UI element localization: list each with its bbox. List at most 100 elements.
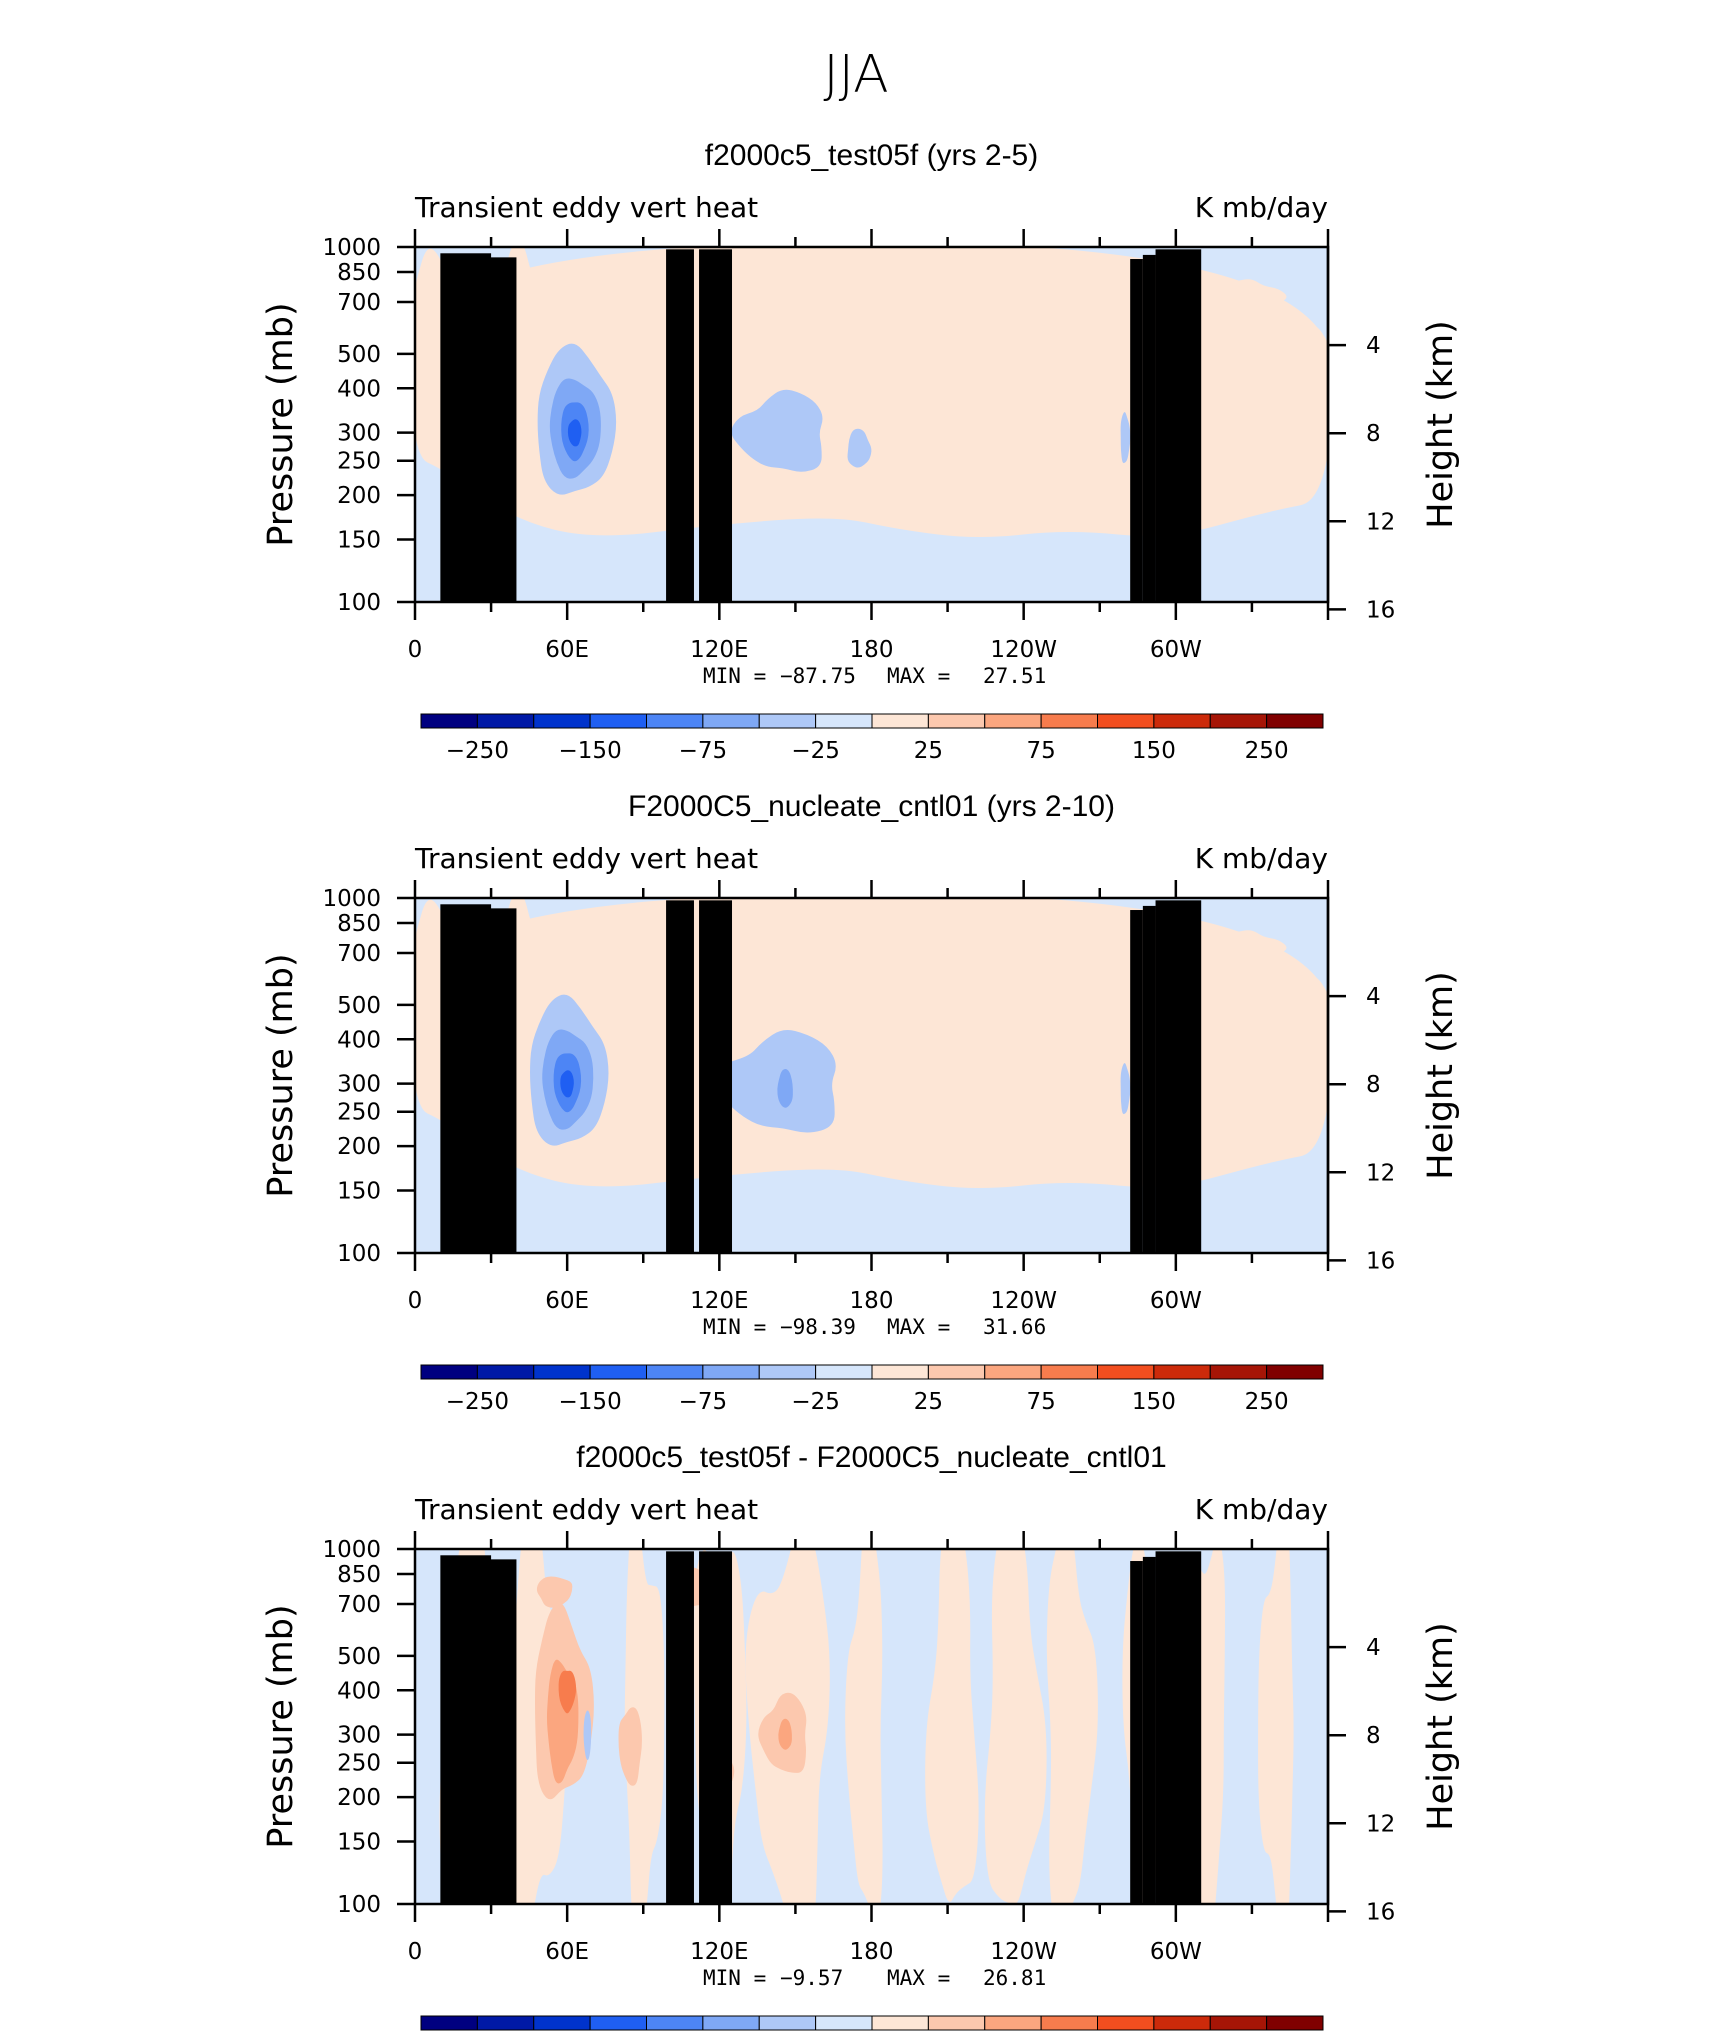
colorbar-box — [1040, 1364, 1098, 1380]
panel-2: F2000C5_nucleate_cntl01 (yrs 2-10) 0 60E 12… — [261, 790, 1461, 1415]
colorbar-box — [1040, 2015, 1098, 2031]
x-tick-label: 0 — [408, 637, 423, 663]
y-tick-label: 200 — [337, 1785, 381, 1811]
colorbar-box — [646, 1364, 704, 1380]
min-value: −87.75 — [780, 664, 856, 688]
colorbar-box — [1266, 713, 1324, 729]
y-tick-label: 1000 — [322, 235, 381, 261]
colorbar-box — [533, 713, 591, 729]
y-tick-label: 400 — [337, 1027, 381, 1053]
topography — [1142, 1556, 1156, 1904]
colorbar-box — [758, 713, 817, 729]
contour-fill-pos-1 — [735, 252, 943, 318]
y-tick-label: 250 — [337, 449, 381, 475]
contour-fill-neg-2 — [583, 1710, 592, 1760]
colorbar-box — [1266, 2015, 1324, 2031]
min-value: −9.57 — [780, 1966, 843, 1990]
contour-fill-neg-2 — [847, 428, 872, 468]
contour-fill-neg-2 — [1120, 1063, 1131, 1115]
figure-title: JJA — [823, 45, 888, 105]
left-string: Transient eddy vert heat — [414, 1493, 758, 1526]
x-tick-label: 60W — [1150, 637, 1202, 663]
contour-fill-pos-1 — [501, 898, 561, 1157]
y-right-tick-label: 8 — [1366, 421, 1381, 447]
colorbar-box — [984, 2015, 1042, 2031]
y-tick-label: 150 — [337, 1178, 381, 1204]
topography — [699, 1551, 733, 1904]
topography — [501, 911, 514, 1253]
contour-fill-neg-5 — [560, 1070, 574, 1098]
x-tick-label: 60E — [545, 1288, 589, 1314]
colorbar-label: 75 — [1026, 738, 1055, 764]
y-axis-label: Pressure (mb) — [261, 1604, 301, 1848]
y-axis-right-label: Height (km) — [1421, 971, 1461, 1180]
colorbar-box — [871, 2015, 929, 2031]
y-tick-label: 850 — [337, 911, 381, 937]
topography — [1155, 1551, 1202, 1904]
y-right-tick-label: 12 — [1366, 509, 1395, 535]
topography — [1155, 900, 1202, 1253]
left-string: Transient eddy vert heat — [414, 191, 758, 224]
y-tick-label: 500 — [337, 993, 381, 1019]
y-tick-label: 400 — [337, 376, 381, 402]
topography — [666, 1551, 694, 1904]
colorbar-label: 150 — [1132, 738, 1176, 764]
max-value: 27.51 — [983, 664, 1046, 688]
colorbar-box — [984, 1364, 1042, 1380]
y-tick-label: 850 — [337, 1562, 381, 1588]
x-tick-label: 120W — [990, 1939, 1057, 1965]
y-right-tick-label: 16 — [1366, 1248, 1395, 1274]
y-tick-label: 250 — [337, 1751, 381, 1777]
colorbar-box — [589, 2015, 647, 2031]
y-tick-label: 500 — [337, 342, 381, 368]
colorbar-box — [646, 2015, 704, 2031]
topography — [1130, 259, 1143, 602]
colorbar-label: −75 — [679, 1389, 728, 1415]
colorbar-box — [1266, 1364, 1324, 1380]
colorbar-box — [476, 713, 535, 729]
colorbar-label: −25 — [791, 738, 840, 764]
colorbar-box — [758, 2015, 817, 2031]
min-label: MIN = — [703, 1315, 766, 1339]
colorbar-box — [927, 1364, 986, 1380]
colorbar-box — [702, 1364, 760, 1380]
y-axis-label: Pressure (mb) — [261, 953, 301, 1197]
panel-title: F2000C5_nucleate_cntl01 (yrs 2-10) — [628, 790, 1115, 823]
contour-fill-pos-2 — [618, 1707, 642, 1786]
contour-fill-pos-1 — [1272, 975, 1328, 1054]
colorbar-box — [1097, 2015, 1155, 2031]
max-value: 31.66 — [983, 1315, 1046, 1339]
colorbar-label: 250 — [1245, 1389, 1289, 1415]
x-tick-label: 120E — [690, 1288, 748, 1314]
colorbar-box — [984, 713, 1042, 729]
y-tick-label: 700 — [337, 290, 381, 316]
y-tick-label: 250 — [337, 1100, 381, 1126]
min-label: MIN = — [703, 664, 766, 688]
y-right-tick-label: 16 — [1366, 597, 1395, 623]
contour-fill-pos-1 — [501, 247, 561, 506]
colorbar-box — [702, 2015, 760, 2031]
colorbar-label: 250 — [1245, 738, 1289, 764]
y-tick-label: 400 — [337, 1678, 381, 1704]
colorbar-label: 25 — [914, 738, 943, 764]
contour-field — [415, 1549, 1328, 1904]
x-tick-label: 180 — [850, 1939, 894, 1965]
max-label: MAX = — [887, 1966, 950, 1990]
contour-fill-pos-1 — [1046, 1549, 1098, 1904]
colorbar-box — [1153, 1364, 1211, 1380]
contour-fill-pos-1 — [624, 1549, 665, 1904]
y-right-tick-label: 12 — [1366, 1811, 1395, 1837]
colorbar-box — [1097, 713, 1155, 729]
y-tick-label: 700 — [337, 1592, 381, 1618]
y-right-tick-label: 12 — [1366, 1160, 1395, 1186]
contour-fill-pos-1 — [845, 1549, 883, 1904]
contour-fill-pos-1 — [1224, 279, 1287, 317]
contour-fill-pos-1 — [1224, 930, 1287, 968]
colorbar-box — [1209, 713, 1268, 729]
x-tick-label: 0 — [408, 1939, 423, 1965]
x-tick-label: 60W — [1150, 1939, 1202, 1965]
topography — [1142, 905, 1156, 1253]
y-axis-right-label: Height (km) — [1421, 1622, 1461, 1831]
y-axis-label: Pressure (mb) — [261, 302, 301, 546]
